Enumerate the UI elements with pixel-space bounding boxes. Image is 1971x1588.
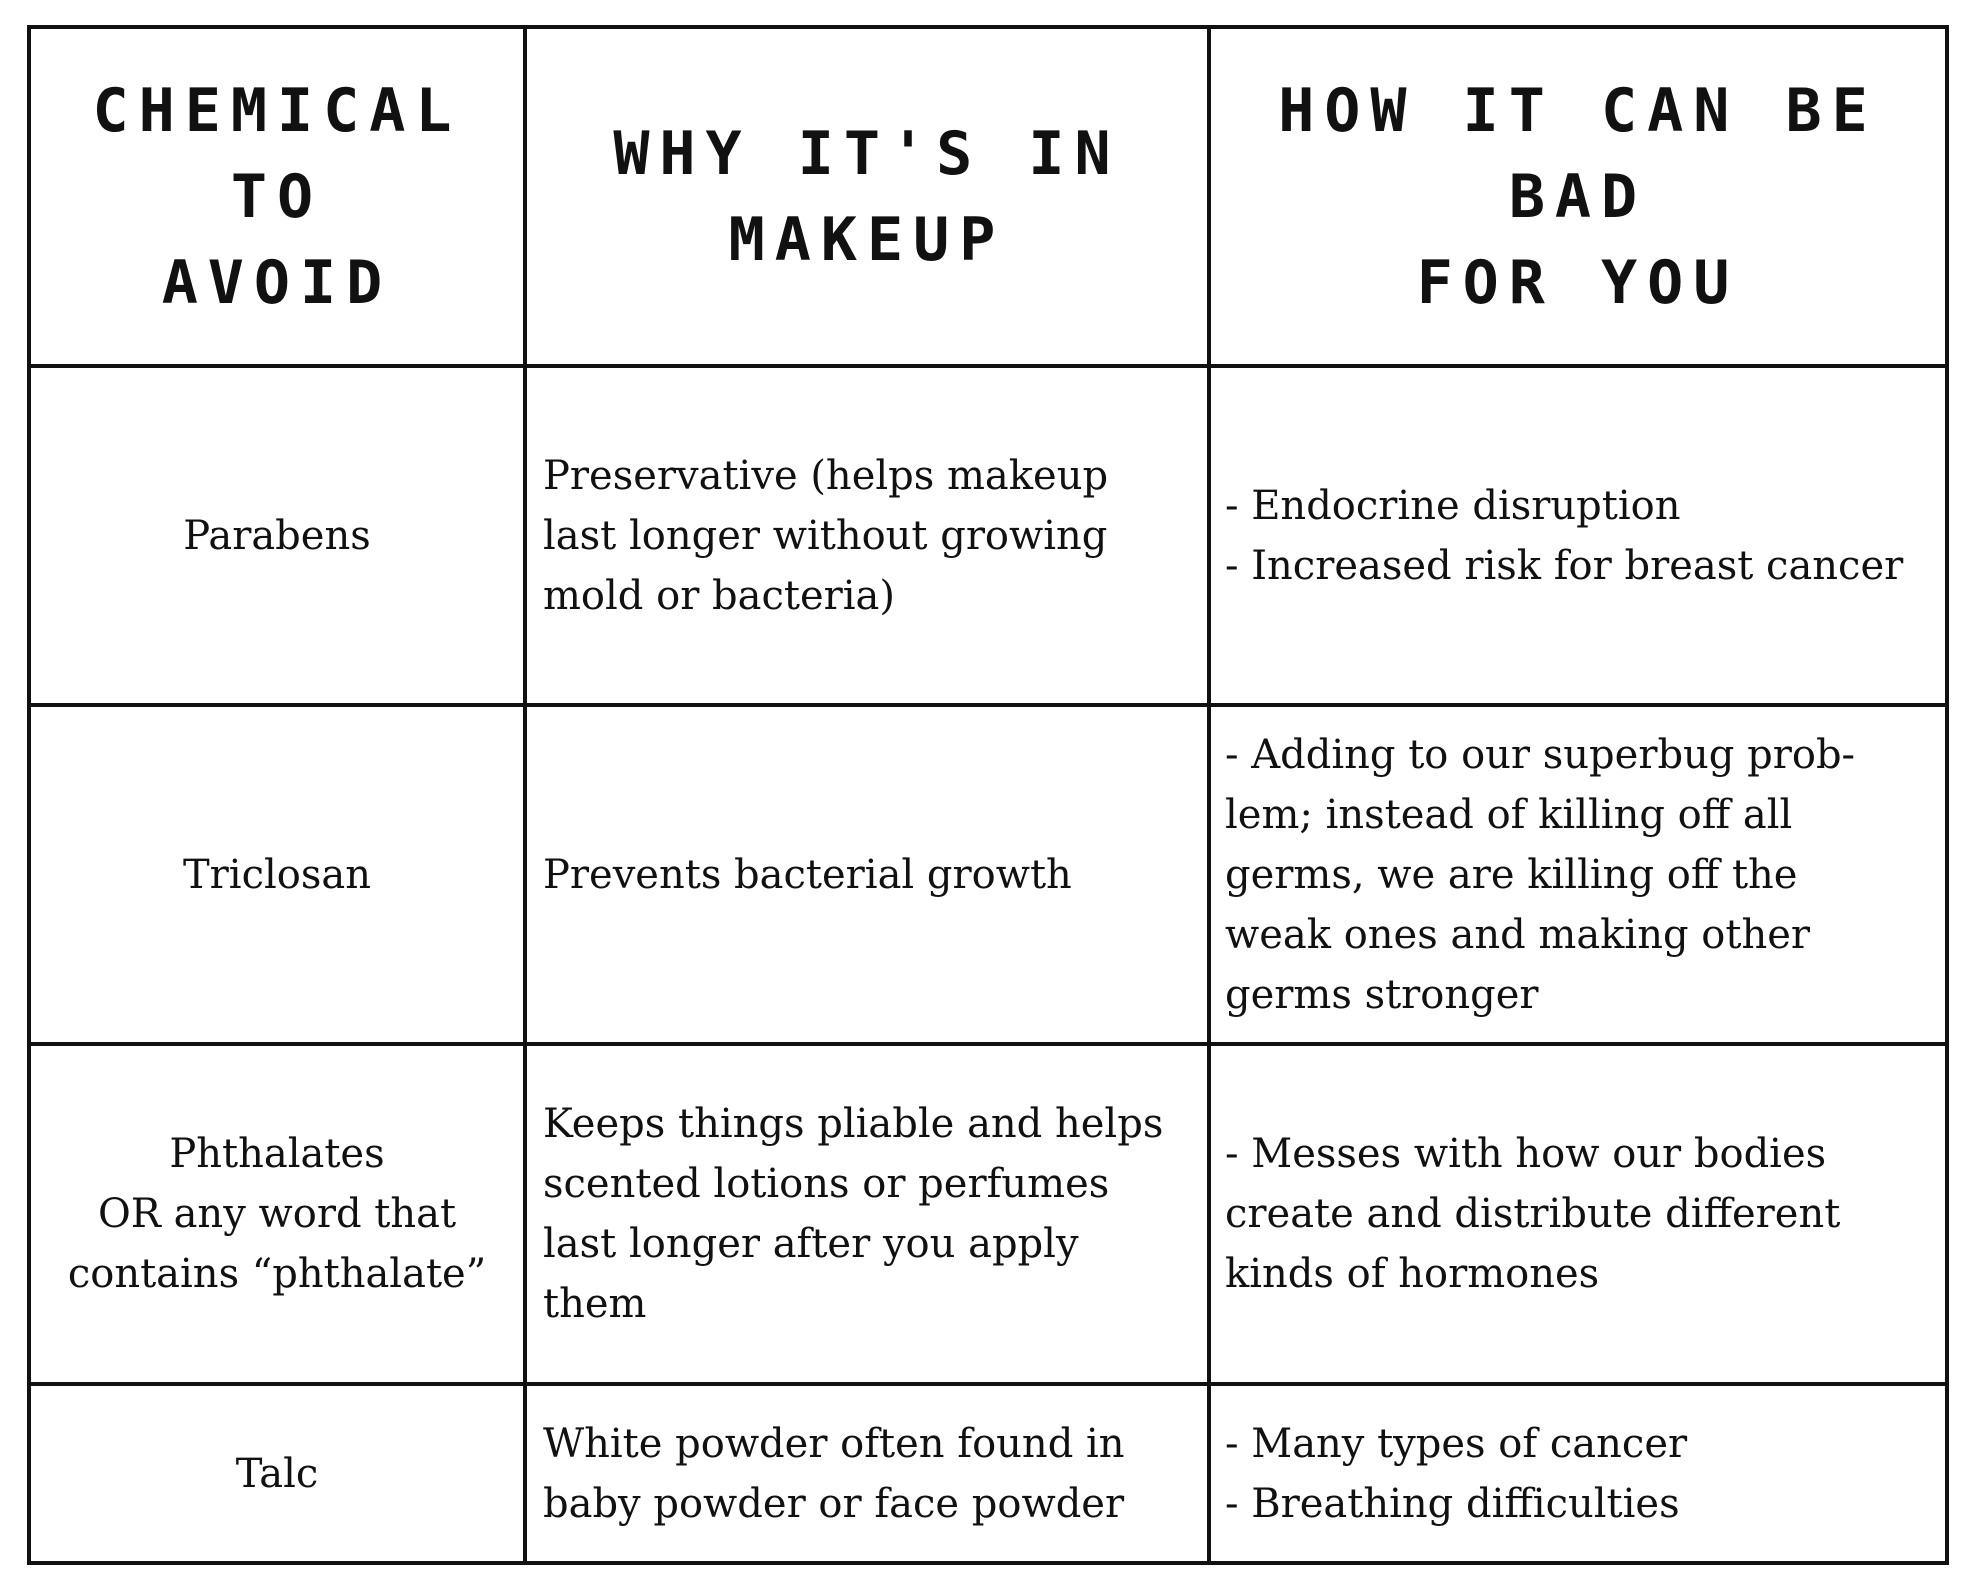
row-triclosan-why: Prevents bacterial growth bbox=[527, 707, 1211, 1046]
row-triclosan-chemical: Triclosan bbox=[31, 707, 527, 1046]
header-why-in-makeup: WHY IT'S IN MAKEUP bbox=[527, 29, 1211, 368]
header-chemical-text: CHEMICAL TO AVOID bbox=[61, 68, 493, 326]
chemical-name: Phthalates bbox=[169, 1131, 385, 1177]
header-why-line: WHY IT'S IN MAKEUP bbox=[613, 118, 1121, 275]
chemical-name: Triclosan bbox=[182, 851, 371, 898]
header-bad-line: HOW IT CAN BE BAD bbox=[1278, 75, 1878, 232]
header-chemical-line: CHEMICAL TO bbox=[92, 75, 462, 232]
row-parabens-chemical: Parabens bbox=[31, 368, 527, 707]
header-bad-text: HOW IT CAN BE BAD FOR YOU bbox=[1241, 68, 1915, 326]
chemical-name: Talc bbox=[235, 1450, 319, 1497]
chemical-note: contains “phthalate” bbox=[67, 1251, 487, 1297]
header-chemical-to-avoid: CHEMICAL TO AVOID bbox=[31, 29, 527, 368]
why-line: last longer after you apply bbox=[543, 1221, 1079, 1267]
bad-line: - Adding to our superbug prob- bbox=[1225, 731, 1856, 778]
row-parabens-why: Preservative (helps makeup last longer w… bbox=[527, 368, 1211, 707]
row-talc-chemical: Talc bbox=[31, 1386, 527, 1561]
row-triclosan-bad: - Adding to our superbug prob- lem; inst… bbox=[1211, 707, 1945, 1046]
why-line: them bbox=[543, 1281, 647, 1327]
bad-line: weak ones and making other bbox=[1225, 911, 1810, 958]
bad-line: - Breathing difficulties bbox=[1225, 1480, 1680, 1527]
header-bad-line: FOR YOU bbox=[1416, 247, 1740, 318]
row-phthalates-bad: - Messes with how our bodies create and … bbox=[1211, 1046, 1945, 1386]
row-phthalates-chemical: Phthalates OR any word that contains “ph… bbox=[31, 1046, 527, 1386]
why-line: mold or bacteria) bbox=[543, 572, 896, 619]
chemical-note: OR any word that bbox=[97, 1191, 457, 1237]
chemicals-table: CHEMICAL TO AVOID WHY IT'S IN MAKEUP HOW… bbox=[27, 25, 1949, 1565]
why-line: baby powder or face powder bbox=[543, 1480, 1125, 1527]
row-phthalates-why: Keeps things pliable and helps scented l… bbox=[527, 1046, 1211, 1386]
chemical-name: Parabens bbox=[183, 512, 371, 559]
bad-line: - Increased risk for breast cancer bbox=[1225, 542, 1904, 589]
row-talc-why: White powder often found in baby powder … bbox=[527, 1386, 1211, 1561]
bad-line: kinds of hormones bbox=[1225, 1251, 1600, 1297]
header-chemical-line: AVOID bbox=[161, 247, 393, 318]
header-why-text: WHY IT'S IN MAKEUP bbox=[557, 111, 1177, 283]
why-line: Preservative (helps makeup bbox=[543, 452, 1109, 499]
bad-line: create and distribute different bbox=[1225, 1191, 1841, 1237]
bad-line: - Many types of cancer bbox=[1225, 1420, 1688, 1467]
why-line: last longer without growing bbox=[543, 512, 1108, 559]
bad-line: germs, we are killing off the bbox=[1225, 851, 1798, 898]
bad-line: - Messes with how our bodies bbox=[1225, 1131, 1827, 1177]
header-how-bad: HOW IT CAN BE BAD FOR YOU bbox=[1211, 29, 1945, 368]
bad-line: - Endocrine disruption bbox=[1225, 482, 1681, 529]
why-line: Prevents bacterial growth bbox=[543, 851, 1072, 898]
why-line: scented lotions or perfumes bbox=[543, 1161, 1110, 1207]
why-line: Keeps things pliable and helps bbox=[543, 1101, 1164, 1147]
bad-line: germs stronger bbox=[1225, 971, 1539, 1018]
row-parabens-bad: - Endocrine disruption - Increased risk … bbox=[1211, 368, 1945, 707]
bad-line: lem; instead of killing off all bbox=[1225, 791, 1793, 838]
row-talc-bad: - Many types of cancer - Breathing diffi… bbox=[1211, 1386, 1945, 1561]
why-line: White powder often found in bbox=[543, 1420, 1125, 1467]
